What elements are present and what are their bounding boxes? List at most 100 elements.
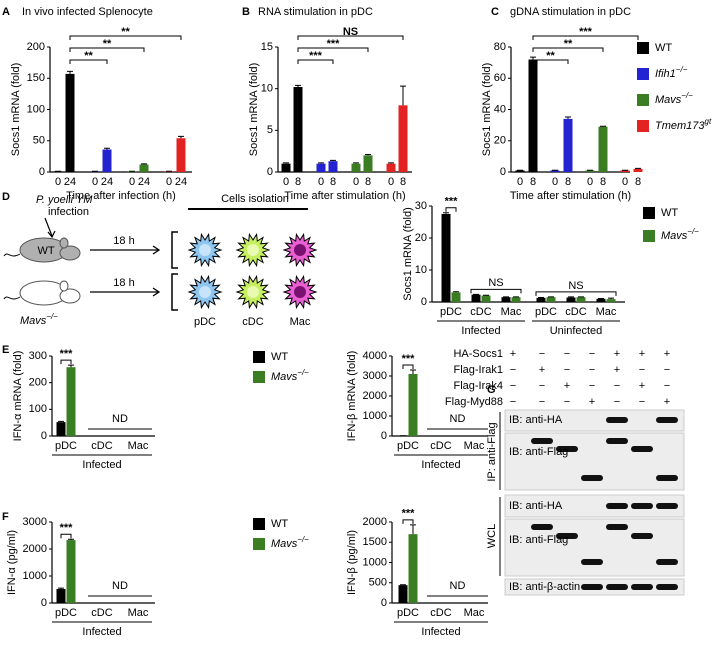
x-tick-label: pDC bbox=[397, 440, 419, 452]
y-axis-label: Socs1 mRNA (fold) bbox=[10, 63, 22, 157]
bar bbox=[408, 534, 418, 603]
legend-swatch bbox=[637, 120, 649, 132]
y-axis-label: IFN-α mRNA (fold) bbox=[12, 351, 24, 442]
panel-label: G bbox=[487, 384, 496, 396]
legend-swatch bbox=[253, 538, 265, 550]
y-axis-label: IFN-β (pg/ml) bbox=[346, 530, 358, 595]
treatment-sign: − bbox=[664, 364, 670, 376]
band bbox=[631, 446, 653, 452]
annotation-bracket bbox=[60, 359, 72, 365]
treatment-sign: − bbox=[510, 396, 516, 408]
y-tick-label: 4000 bbox=[363, 350, 387, 362]
x-tick-label: pDC bbox=[440, 306, 462, 318]
treatment-sign: − bbox=[614, 380, 620, 392]
cells-header: Cells isolation bbox=[221, 193, 289, 205]
time-arrow bbox=[90, 287, 161, 297]
band bbox=[656, 584, 678, 590]
y-tick-label: 15 bbox=[261, 41, 273, 53]
band bbox=[631, 533, 653, 539]
bar bbox=[563, 118, 573, 172]
legend-swatch bbox=[253, 371, 265, 383]
y-tick-label: 150 bbox=[27, 72, 45, 84]
legend-label: WT bbox=[271, 351, 288, 363]
annotation-label: *** bbox=[402, 353, 416, 365]
significance-label: ** bbox=[121, 26, 130, 38]
y-tick-label: 3000 bbox=[363, 370, 387, 382]
error-bar bbox=[178, 135, 184, 139]
x-tick-label: Mac bbox=[128, 440, 149, 452]
mouse-wt-head bbox=[59, 245, 81, 261]
error-bar bbox=[608, 297, 614, 300]
bracket bbox=[171, 273, 178, 311]
panel-label: F bbox=[2, 511, 9, 523]
band bbox=[581, 584, 603, 590]
mouse-ko-head bbox=[59, 288, 81, 304]
significance-bracket bbox=[532, 47, 604, 52]
x-tick-label: 24 bbox=[64, 176, 76, 188]
x-tick-label: 8 bbox=[365, 176, 371, 188]
x-tick-label: pDC bbox=[55, 440, 77, 452]
treatment-sign: + bbox=[639, 348, 645, 360]
y-tick-label: 2000 bbox=[23, 543, 47, 555]
band bbox=[581, 559, 603, 565]
legend-label-sup: −/− bbox=[297, 368, 309, 377]
y-axis-label: Socs1 mRNA (fold) bbox=[248, 63, 260, 157]
significance-label: *** bbox=[309, 50, 323, 62]
treatment-label: Flag-Irak1 bbox=[453, 364, 503, 376]
legend-label-main: Mavs bbox=[655, 94, 682, 106]
annotation-label: NS bbox=[488, 277, 503, 289]
panel-label: C bbox=[491, 6, 499, 18]
x-tick-label: 24 bbox=[138, 176, 150, 188]
band bbox=[631, 584, 653, 590]
mouse-ko-label: Mavs−/− bbox=[20, 312, 58, 327]
cell-label: cDC bbox=[242, 316, 263, 328]
significance-bracket bbox=[69, 47, 145, 52]
band bbox=[656, 503, 678, 509]
annotation-label: ND bbox=[450, 580, 466, 592]
blot-strip bbox=[504, 494, 685, 518]
significance-bracket bbox=[297, 35, 404, 40]
treatment-sign: − bbox=[564, 348, 570, 360]
bar bbox=[408, 374, 418, 436]
bar bbox=[176, 138, 186, 172]
band bbox=[656, 475, 678, 481]
y-tick-label: 10 bbox=[261, 83, 273, 95]
legend-label: WT bbox=[271, 518, 288, 530]
x-tick-label: 0 bbox=[517, 176, 523, 188]
legend-label-main: Ifih1 bbox=[655, 68, 676, 80]
y-tick-label: 10 bbox=[415, 264, 427, 276]
error-bar bbox=[58, 420, 64, 423]
legend-label-main: Mavs bbox=[271, 371, 298, 383]
group-label: Uninfected bbox=[550, 325, 603, 337]
band bbox=[606, 417, 628, 423]
legend-label-sup: −/− bbox=[681, 91, 693, 100]
blot-label: IB: anti-Flag bbox=[509, 534, 568, 546]
group-label: Infected bbox=[82, 626, 121, 638]
y-tick-label: 200 bbox=[29, 377, 47, 389]
legend-label-sup: gt bbox=[705, 117, 712, 126]
x-tick-label: 0 bbox=[552, 176, 558, 188]
x-tick-label: Mac bbox=[501, 306, 522, 318]
group-label: Infected bbox=[82, 459, 121, 471]
treatment-sign: − bbox=[614, 396, 620, 408]
band bbox=[556, 446, 578, 452]
treatment-label: Flag-Irak4 bbox=[453, 380, 503, 392]
annotation-label: *** bbox=[445, 196, 459, 208]
error-bar bbox=[410, 524, 416, 535]
infection-agent: P. yoelii YM bbox=[36, 194, 93, 206]
x-tick-label: 8 bbox=[295, 176, 301, 188]
chart-title: gDNA stimulation in pDC bbox=[510, 6, 631, 18]
error-bar bbox=[295, 84, 301, 87]
treatment-sign: − bbox=[589, 380, 595, 392]
legend-swatch bbox=[253, 518, 265, 530]
treatment-sign: + bbox=[614, 348, 620, 360]
bar bbox=[363, 155, 373, 172]
legend-label: Mavs−/− bbox=[271, 535, 309, 550]
treatment-sign: + bbox=[510, 348, 516, 360]
legend-label: Mavs−/− bbox=[661, 227, 699, 242]
bar bbox=[546, 297, 556, 302]
wcl-label: WCL bbox=[486, 524, 498, 548]
x-tick-label: 0 bbox=[353, 176, 359, 188]
time-label: 18 h bbox=[113, 235, 134, 247]
y-tick-label: 500 bbox=[369, 577, 387, 589]
